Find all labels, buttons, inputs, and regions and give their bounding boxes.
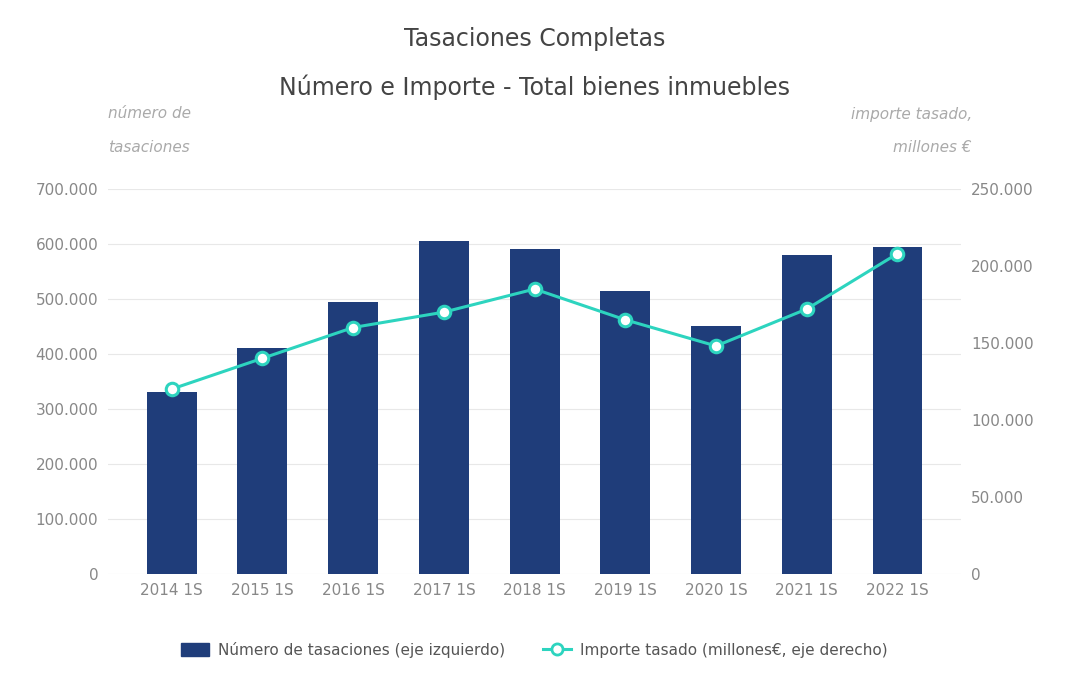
Text: importe tasado,: importe tasado, [851, 107, 972, 122]
Bar [782, 255, 832, 574]
Text: millones €: millones € [893, 140, 972, 155]
Bar [328, 302, 378, 574]
Text: tasaciones: tasaciones [108, 140, 190, 155]
Bar [510, 250, 559, 574]
Importe tasado (millones€, eje derecho) [528, 285, 541, 293]
Bar [238, 348, 287, 574]
Text: Número e Importe - Total bienes inmuebles: Número e Importe - Total bienes inmueble… [279, 74, 791, 100]
Bar [691, 327, 741, 574]
Importe tasado (millones€, eje derecho) [256, 354, 269, 362]
Bar [873, 247, 922, 574]
Importe tasado (millones€, eje derecho) [710, 342, 723, 350]
Bar [600, 291, 650, 574]
Bar [147, 392, 197, 574]
Text: Tasaciones Completas: Tasaciones Completas [404, 27, 665, 51]
Importe tasado (millones€, eje derecho) [800, 305, 813, 313]
Importe tasado (millones€, eje derecho) [347, 323, 360, 331]
Line: Importe tasado (millones€, eje derecho): Importe tasado (millones€, eje derecho) [165, 248, 904, 396]
Bar [419, 241, 469, 574]
Legend: Número de tasaciones (eje izquierdo), Importe tasado (millones€, eje derecho): Número de tasaciones (eje izquierdo), Im… [175, 636, 894, 664]
Importe tasado (millones€, eje derecho) [437, 308, 450, 316]
Text: número de: número de [108, 107, 191, 122]
Importe tasado (millones€, eje derecho) [165, 385, 178, 393]
Importe tasado (millones€, eje derecho) [891, 250, 904, 258]
Importe tasado (millones€, eje derecho) [619, 316, 632, 324]
